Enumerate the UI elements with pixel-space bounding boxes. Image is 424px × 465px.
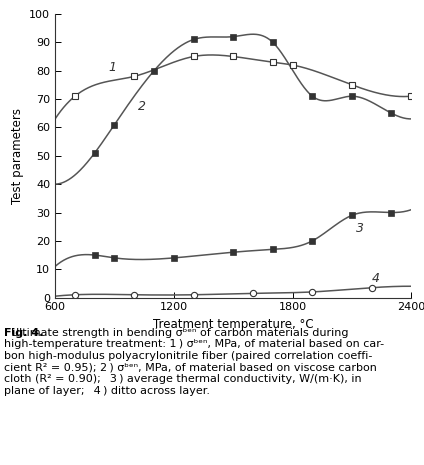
- Text: 3: 3: [356, 222, 364, 235]
- Text: 4: 4: [372, 272, 380, 285]
- Text: Ultimate strength in bending σᵇᵉⁿ of carbon materials during
high-temperature tr: Ultimate strength in bending σᵇᵉⁿ of car…: [4, 328, 385, 396]
- X-axis label: Treatment temperature, °C: Treatment temperature, °C: [153, 318, 313, 331]
- Text: 1: 1: [109, 60, 117, 73]
- Text: Fig. 4.: Fig. 4.: [4, 328, 44, 338]
- Text: 2: 2: [138, 100, 146, 113]
- Y-axis label: Test parameters: Test parameters: [11, 108, 24, 204]
